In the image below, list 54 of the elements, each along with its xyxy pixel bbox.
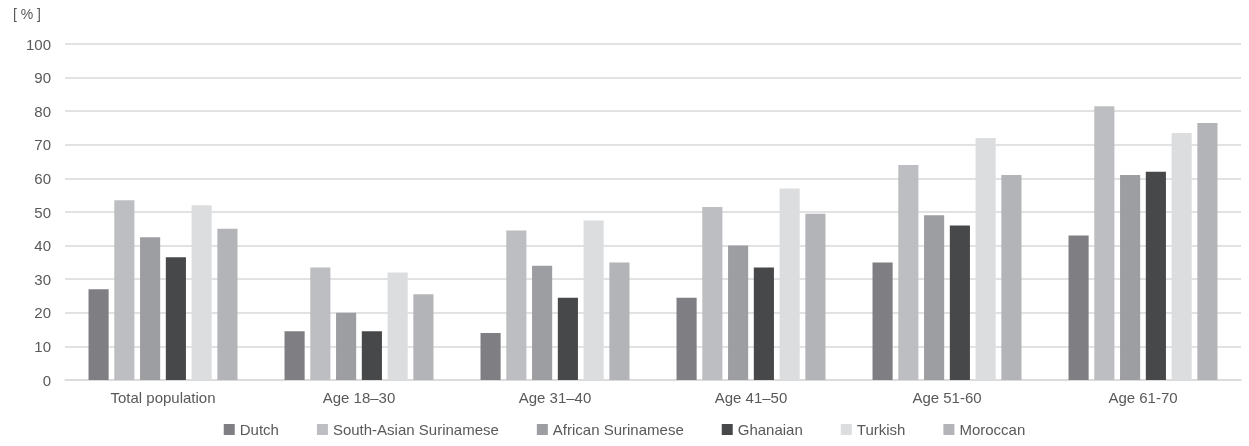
x-tick-label: Age 31–40 [518, 389, 592, 406]
legend-label: Moroccan [959, 421, 1026, 438]
bar [1120, 175, 1141, 380]
y-tick-label: 40 [34, 237, 51, 255]
bar [506, 230, 527, 380]
y-tick-label: 100 [25, 35, 51, 53]
x-tick-label: Age 18–30 [322, 389, 396, 406]
bar [898, 164, 919, 380]
x-tick-label: Age 61-70 [1108, 389, 1178, 406]
bar [1001, 175, 1022, 380]
bar [924, 215, 945, 380]
legend-label: Ghanaian [737, 421, 803, 438]
y-tick-label: 90 [34, 69, 51, 87]
y-tick-label: 70 [34, 136, 51, 154]
bar [310, 267, 331, 380]
bar [557, 297, 578, 380]
y-tick-label: 50 [34, 203, 51, 221]
y-tick-label: 60 [34, 169, 51, 187]
bar [413, 294, 434, 380]
bar [728, 245, 749, 380]
legend-label: Turkish [856, 421, 906, 438]
y-tick-label: 80 [34, 102, 51, 120]
bar [532, 265, 553, 380]
legend-label: African Surinamese [552, 421, 684, 438]
y-tick-label: 10 [34, 337, 51, 355]
bar [753, 267, 774, 380]
legend-label: Dutch [239, 421, 279, 438]
bar [872, 262, 893, 380]
bar [1197, 122, 1218, 380]
bar [702, 206, 723, 380]
bar [217, 228, 238, 380]
y-tick-label: 30 [34, 270, 51, 288]
bar [140, 237, 161, 380]
x-tick-label: Age 41–50 [714, 389, 788, 406]
bar [361, 331, 382, 380]
x-tick-label: Total population [110, 389, 216, 406]
legend-label: South-Asian Surinamese [332, 421, 499, 438]
bar [480, 332, 501, 380]
y-tick-label: 0 [42, 371, 51, 389]
bar [284, 331, 305, 380]
y-axis-title: [ % ] [13, 6, 42, 22]
y-tick-label: 20 [34, 304, 51, 322]
bar [1068, 235, 1089, 380]
bar [609, 262, 630, 380]
bar [165, 257, 186, 380]
bar [1094, 106, 1115, 380]
bar [88, 289, 109, 380]
bar [114, 200, 135, 380]
bar [676, 297, 697, 380]
x-tick-label: Age 51-60 [912, 389, 982, 406]
bar [1145, 171, 1166, 380]
bar [949, 225, 970, 380]
bar [805, 213, 826, 380]
bar [336, 312, 357, 380]
